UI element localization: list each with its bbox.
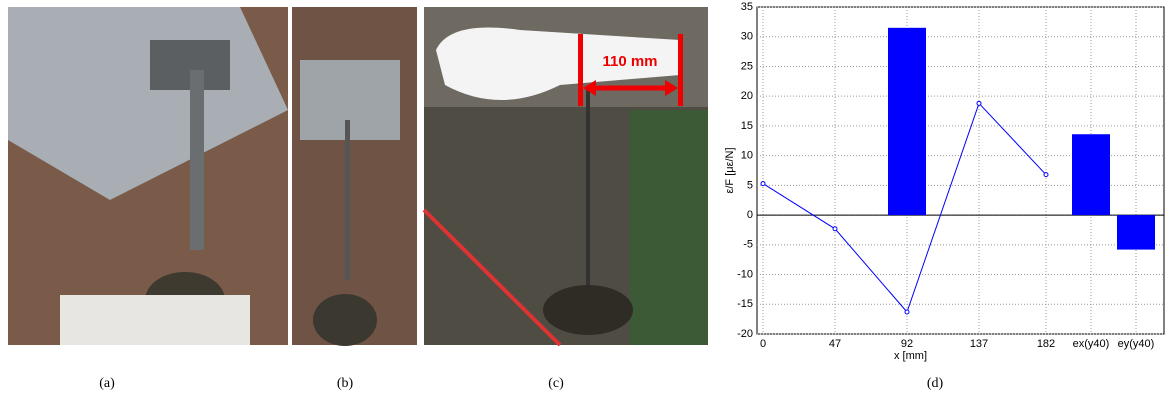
y-tick-label: 5 xyxy=(747,179,753,191)
marker xyxy=(833,227,837,231)
y-tick-label: -15 xyxy=(737,298,753,310)
y-tick-label: -20 xyxy=(737,328,753,340)
photo-a xyxy=(8,7,288,345)
y-tick-label: -5 xyxy=(743,239,753,251)
photo-annotation: 110 mm xyxy=(602,53,657,70)
y-tick-label: 35 xyxy=(741,1,753,13)
caption: (b) xyxy=(337,376,354,391)
photo-c: 110 mm xyxy=(424,7,708,345)
marker xyxy=(905,310,909,314)
y-tick-label: 15 xyxy=(741,120,753,132)
bar xyxy=(1072,134,1110,215)
marker xyxy=(761,182,765,186)
photo-b xyxy=(292,7,417,346)
x-tick-label: 137 xyxy=(970,338,988,350)
caption: (a) xyxy=(99,376,115,391)
y-tick-label: 25 xyxy=(741,60,753,72)
marker xyxy=(977,101,981,105)
y-axis-label: ε/F [με/N] xyxy=(724,147,736,193)
x-tick-label: ey(y40) xyxy=(1118,338,1155,350)
caption: (c) xyxy=(548,376,564,391)
y-tick-label: -10 xyxy=(737,268,753,280)
y-tick-label: 20 xyxy=(741,90,753,102)
chart: -20 -15 -10 -5 0 5 10 15 20 25 30 35 0 47 92 137 182 ex(y… xyxy=(724,1,1164,362)
caption: (d) xyxy=(927,376,944,391)
x-tick-label: 47 xyxy=(829,338,841,350)
x-tick-label: 182 xyxy=(1037,338,1055,350)
y-tick-label: 10 xyxy=(741,150,753,162)
y-tick-label: 0 xyxy=(747,209,753,221)
x-axis-label: x [mm] xyxy=(894,350,927,362)
marker xyxy=(1044,173,1048,177)
figure-svg: 110 mm (a) (b) (c) (d) -20 -15 -10 -5 0 5 10 15… xyxy=(0,0,1169,402)
bar xyxy=(1117,215,1155,249)
x-tick-label: 0 xyxy=(760,338,766,350)
x-tick-label: 92 xyxy=(901,338,913,350)
y-tick-label: 30 xyxy=(741,31,753,43)
x-tick-label: ex(y40) xyxy=(1073,338,1110,350)
bar xyxy=(888,28,926,215)
figure: 110 mm (a) (b) (c) (d) -20 -15 -10 -5 0 5 10 15… xyxy=(0,0,1169,402)
